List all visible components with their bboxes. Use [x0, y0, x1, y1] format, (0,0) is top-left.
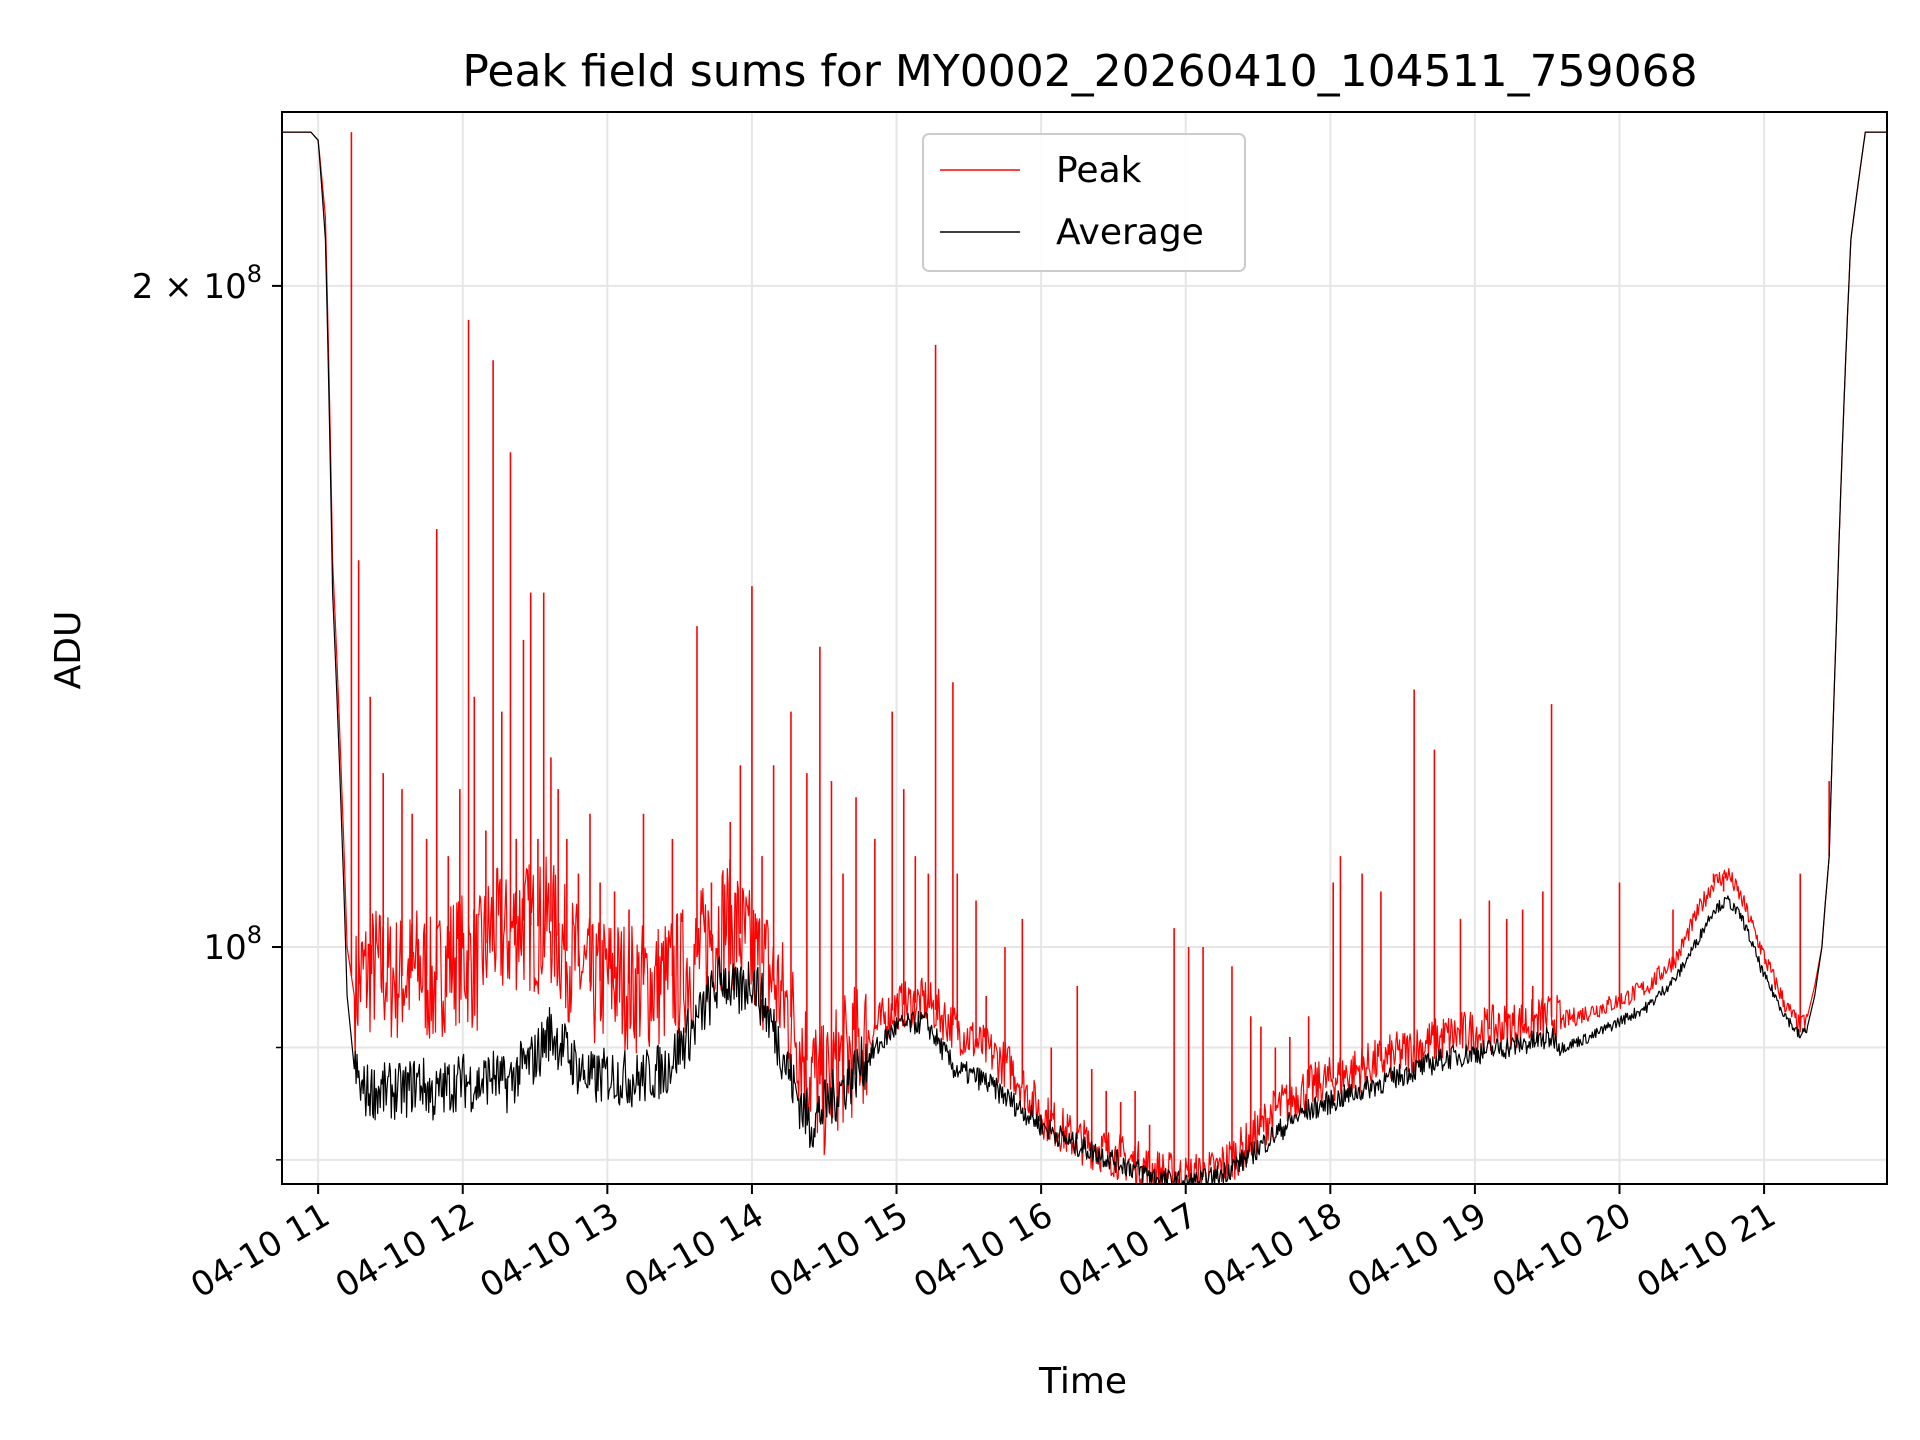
legend: Peak Average	[922, 133, 1246, 272]
y-tick-label-base: 10	[203, 267, 246, 307]
y-tick-label-coef: 2 ×	[132, 267, 204, 307]
legend-peak-label: Peak	[1056, 150, 1142, 191]
y-axis-label: ADU	[48, 611, 89, 690]
average-series-line	[282, 131, 1887, 1185]
legend-average-label: Average	[1056, 212, 1204, 253]
peak-series-line	[282, 131, 1887, 1185]
y-tick-label-base: 10	[203, 928, 246, 968]
plot-lines	[282, 131, 1887, 1185]
y-tick-label: 108	[203, 921, 262, 968]
chart-title: Peak field sums for MY0002_20260410_1045…	[462, 46, 1697, 97]
y-tick-label-exponent: 8	[247, 921, 262, 949]
plot-frame	[281, 111, 1888, 1185]
y-tick-label-exponent: 8	[247, 260, 262, 288]
y-tick-label: 2 × 108	[132, 260, 262, 307]
legend-box	[922, 133, 1246, 272]
x-axis-label: Time	[1038, 1361, 1127, 1402]
